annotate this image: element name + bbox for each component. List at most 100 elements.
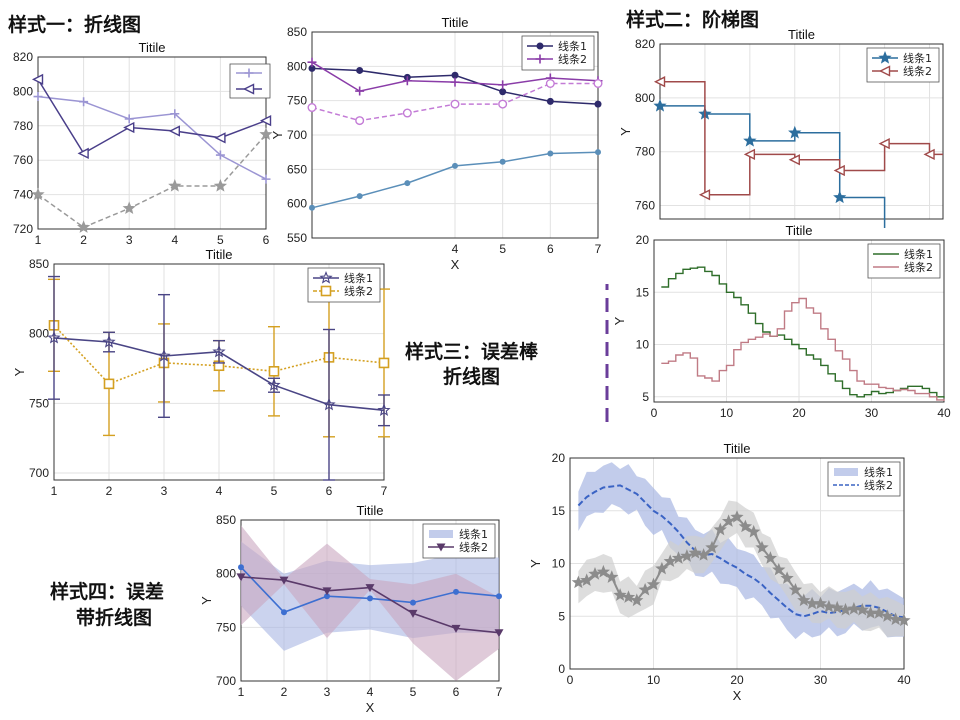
legend-swatch — [834, 468, 858, 476]
data-point — [77, 147, 89, 159]
legend-label: 线条2 — [864, 478, 893, 492]
data-point — [888, 612, 903, 626]
data-point — [410, 599, 416, 606]
x-tick-label: 30 — [865, 406, 879, 420]
data-point — [594, 100, 602, 108]
data-point — [833, 190, 847, 204]
x-axis-label: X — [451, 257, 460, 272]
data-point — [309, 204, 315, 211]
legend-box — [866, 47, 940, 83]
data-point — [404, 180, 411, 187]
legend-marker — [878, 65, 891, 77]
stairs-line-2 — [661, 297, 945, 401]
y-axis-label: Y — [199, 596, 214, 605]
data-point — [496, 593, 502, 600]
data-point — [697, 548, 711, 561]
y-axis-label: Y — [12, 367, 27, 376]
data-point — [308, 64, 316, 72]
x-tick-label: 20 — [792, 406, 806, 420]
legend-box — [307, 267, 381, 303]
legend-marker — [320, 285, 332, 297]
y-tick-label: 800 — [635, 91, 655, 105]
data-point — [688, 546, 702, 559]
data-point — [498, 99, 508, 109]
legend-box — [422, 523, 496, 559]
data-point — [367, 595, 373, 602]
data-point — [797, 593, 811, 607]
y-tick-label: 15 — [552, 504, 566, 518]
y-tick-label: 750 — [29, 396, 49, 410]
x-tick-label: 5 — [271, 484, 278, 498]
x-tick-label: 1 — [51, 484, 58, 498]
legend-marker — [536, 42, 544, 50]
x-tick-label: 40 — [937, 406, 951, 420]
data-point — [788, 154, 800, 166]
data-point — [721, 514, 736, 527]
data-point — [595, 149, 601, 156]
x-tick-label: 4 — [452, 242, 459, 256]
data-point — [103, 378, 115, 390]
data-point — [653, 98, 667, 112]
y-axis-label: Y — [618, 127, 633, 136]
data-point — [822, 599, 836, 613]
data-point — [499, 158, 506, 165]
y-axis-label: Y — [528, 559, 543, 568]
error-band — [241, 525, 499, 681]
data-point — [238, 564, 244, 571]
x-tick-label: 10 — [647, 673, 661, 687]
x-tick-label: 5 — [410, 685, 417, 699]
y-tick-label: 820 — [13, 50, 33, 64]
y-tick-label: 760 — [13, 153, 33, 167]
x-tick-label: 1 — [238, 685, 245, 699]
y-tick-label: 750 — [216, 620, 236, 634]
data-point — [322, 587, 332, 596]
series-line-3 — [37, 133, 267, 229]
x-tick-label: 5 — [217, 233, 224, 247]
data-point — [452, 162, 458, 169]
y-tick-label: 650 — [287, 162, 307, 176]
data-point — [47, 330, 61, 344]
x-tick-label: 6 — [263, 233, 270, 247]
series-line — [53, 337, 385, 412]
data-point — [833, 164, 845, 177]
data-point — [494, 629, 504, 638]
data-point — [450, 99, 460, 109]
y-tick-label: 550 — [287, 231, 307, 245]
data-point — [402, 76, 412, 86]
data-point — [79, 97, 89, 107]
data-point — [307, 103, 317, 113]
data-point — [580, 573, 594, 586]
data-point — [259, 115, 272, 127]
legend-label: 线条2 — [904, 260, 933, 274]
y-tick-label: 15 — [636, 285, 650, 299]
legend-box — [827, 461, 901, 497]
data-point — [355, 86, 365, 96]
legend-marker — [319, 270, 333, 284]
axes-box — [653, 239, 945, 403]
x-tick-label: 7 — [496, 685, 503, 699]
legend-label: 线条1 — [864, 465, 893, 479]
data-point — [596, 564, 610, 578]
data-point — [236, 573, 246, 582]
data-point — [730, 510, 744, 523]
caption-style3-line2: 折线图 — [443, 365, 500, 388]
x-tick-label: 0 — [567, 673, 574, 687]
legend-marker — [244, 68, 254, 78]
plot-area — [38, 57, 266, 229]
data-point — [713, 522, 727, 536]
y-tick-label: 850 — [216, 513, 236, 527]
y-tick-label: 750 — [287, 94, 307, 108]
caption-style4-line1: 样式四：误差 — [50, 580, 164, 603]
legend-label: 线条1 — [344, 271, 373, 285]
series-line-2 — [37, 79, 267, 155]
data-point — [738, 519, 753, 533]
data-point — [377, 403, 391, 417]
data-point — [755, 540, 769, 554]
data-point — [663, 554, 677, 567]
data-point — [31, 73, 44, 85]
x-tick-label: 4 — [171, 233, 178, 247]
